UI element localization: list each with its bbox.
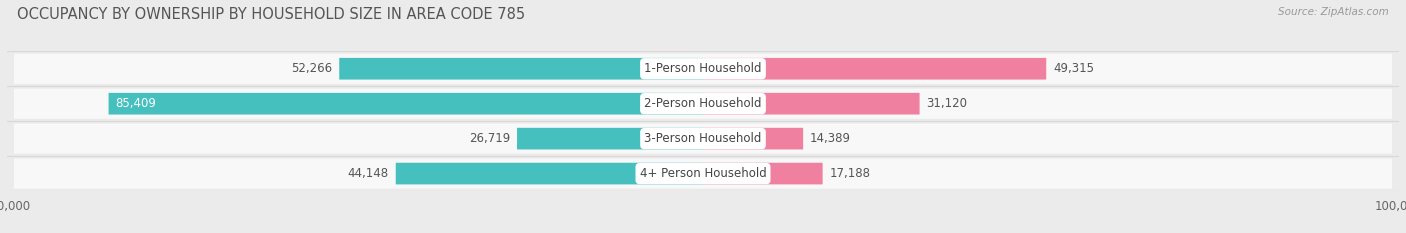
FancyBboxPatch shape <box>395 163 703 185</box>
FancyBboxPatch shape <box>14 159 1392 189</box>
Text: 14,389: 14,389 <box>810 132 851 145</box>
Text: 3-Person Household: 3-Person Household <box>644 132 762 145</box>
Text: 2-Person Household: 2-Person Household <box>644 97 762 110</box>
Text: 49,315: 49,315 <box>1053 62 1094 75</box>
FancyBboxPatch shape <box>703 58 1046 80</box>
Text: 52,266: 52,266 <box>291 62 332 75</box>
Text: 4+ Person Household: 4+ Person Household <box>640 167 766 180</box>
Text: 31,120: 31,120 <box>927 97 967 110</box>
FancyBboxPatch shape <box>14 54 1392 84</box>
FancyBboxPatch shape <box>14 89 1392 119</box>
Text: OCCUPANCY BY OWNERSHIP BY HOUSEHOLD SIZE IN AREA CODE 785: OCCUPANCY BY OWNERSHIP BY HOUSEHOLD SIZE… <box>17 7 524 22</box>
FancyBboxPatch shape <box>108 93 703 115</box>
FancyBboxPatch shape <box>339 58 703 80</box>
FancyBboxPatch shape <box>517 128 703 150</box>
Text: Source: ZipAtlas.com: Source: ZipAtlas.com <box>1278 7 1389 17</box>
FancyBboxPatch shape <box>14 123 1392 154</box>
FancyBboxPatch shape <box>703 128 803 150</box>
Text: 17,188: 17,188 <box>830 167 870 180</box>
Text: 1-Person Household: 1-Person Household <box>644 62 762 75</box>
FancyBboxPatch shape <box>703 163 823 185</box>
FancyBboxPatch shape <box>703 93 920 115</box>
Text: 26,719: 26,719 <box>468 132 510 145</box>
Text: 85,409: 85,409 <box>115 97 156 110</box>
Text: 44,148: 44,148 <box>347 167 389 180</box>
